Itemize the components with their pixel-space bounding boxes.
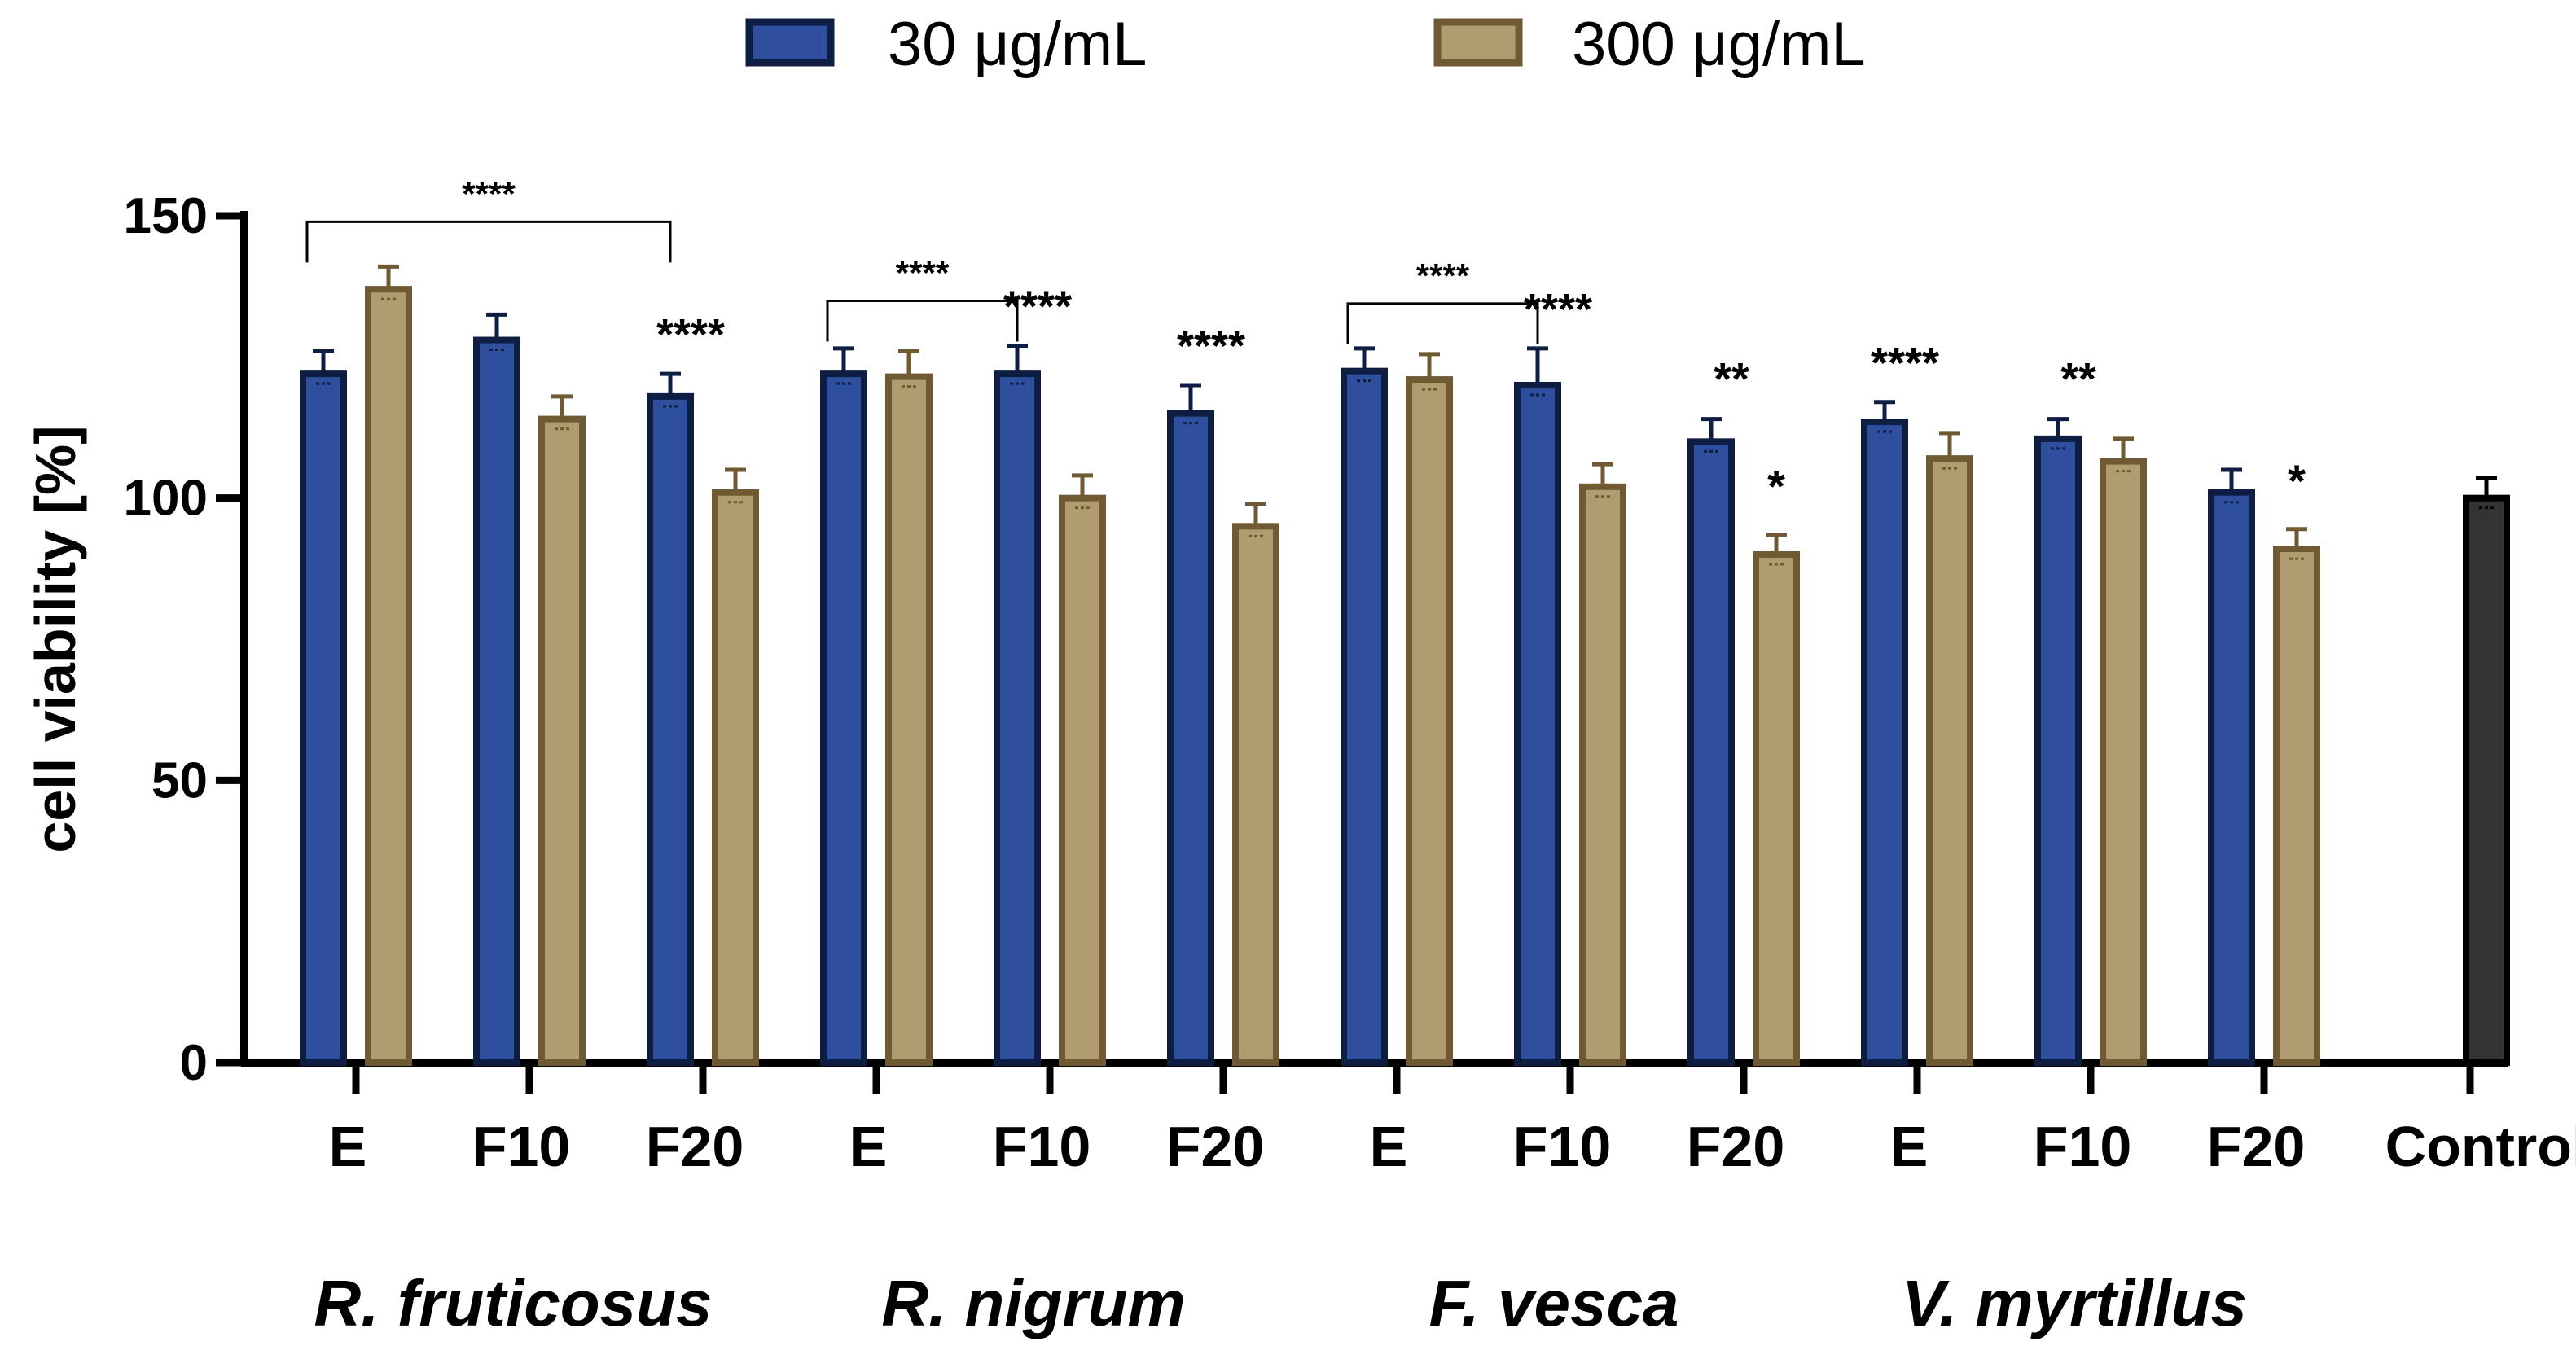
group-labels: R. fruticosus R. nigrum F. vesca V. myrtill… (314, 1267, 2247, 1339)
y-tick-label: 0 (180, 1035, 208, 1091)
bar-300 (365, 286, 412, 1066)
significance-label: * (1767, 461, 1785, 512)
significance-label: **** (1524, 285, 1592, 334)
significance-label: **** (1177, 322, 1245, 370)
bar-30 (300, 370, 347, 1066)
bar-300 (1926, 455, 1973, 1066)
group-label: V. myrtillus (1902, 1267, 2247, 1339)
x-tick-label: F20 (2207, 1115, 2306, 1178)
legend: 30 μg/mL 300 μg/mL (745, 10, 1866, 79)
bar-30 (2034, 435, 2082, 1066)
bracket-significance-label: **** (1416, 256, 1470, 295)
significance-label: **** (656, 310, 725, 359)
x-tick-label: F10 (2034, 1115, 2132, 1178)
bar-300 (1059, 494, 1106, 1066)
x-tick-label: F10 (993, 1115, 1091, 1178)
bar-30 (1861, 419, 1908, 1066)
y-tick-label: 100 (124, 471, 208, 527)
y-tick-label: 150 (124, 188, 208, 244)
group-label: R. nigrum (881, 1267, 1185, 1339)
legend-label-2: 300 μg/mL (1572, 10, 1866, 79)
x-tick-labels: E F10 F20 E F10 F20 E F10 F20 E F10 F20 Control (329, 1115, 2576, 1178)
comparison-bracket (305, 220, 672, 263)
significance-label: ** (2060, 353, 2096, 405)
bar-30 (820, 370, 867, 1066)
x-tick-label: E (1370, 1115, 1408, 1178)
x-tick-label: F10 (1513, 1115, 1612, 1178)
legend-label-1: 30 μg/mL (888, 10, 1147, 79)
y-tick-label: 50 (151, 752, 208, 809)
x-tick-label: Control (2385, 1115, 2576, 1178)
bar-300 (1232, 523, 1279, 1066)
significance-label: **** (1003, 282, 1072, 331)
bars (300, 264, 2510, 1067)
legend-swatch-2 (1433, 18, 1523, 67)
group-label: F. vesca (1429, 1267, 1679, 1339)
bar-30 (2208, 489, 2255, 1066)
x-tick-label: F10 (472, 1115, 571, 1178)
bar-30 (1687, 438, 1735, 1066)
significance-label: * (2288, 455, 2306, 506)
x-tick-label: E (1890, 1115, 1929, 1178)
bar-30 (647, 392, 694, 1067)
y-axis-label: cell viability [%] (24, 425, 87, 853)
bar-30 (473, 336, 520, 1066)
bar-30 (1341, 367, 1388, 1066)
x-tick-label: E (849, 1115, 888, 1178)
bar-300 (2273, 546, 2320, 1066)
x-tick-label: F20 (1687, 1115, 1785, 1178)
x-tick-label: F20 (1166, 1115, 1265, 1178)
bar-300 (885, 373, 933, 1067)
bar-30 (1167, 410, 1214, 1066)
bar-300 (2100, 458, 2147, 1066)
bracket-significance-label: **** (896, 253, 950, 292)
group-label: R. fruticosus (314, 1267, 713, 1339)
bar-control (2463, 494, 2510, 1066)
bracket-significance-label: **** (462, 174, 516, 213)
bar-300 (1406, 376, 1453, 1067)
significance-annotations: *********************** *********** **** (305, 174, 2306, 512)
x-tick-label: E (329, 1115, 367, 1178)
bar-30 (1514, 382, 1561, 1066)
bar-300 (1753, 551, 1800, 1066)
comparison-bracket (826, 299, 1019, 342)
significance-label: **** (1871, 339, 1939, 388)
comparison-bracket (1346, 302, 1539, 344)
legend-swatch-1 (745, 18, 835, 67)
bar-300 (1579, 483, 1626, 1066)
bar-300 (712, 489, 759, 1066)
significance-label: ** (1714, 353, 1749, 405)
x-tick-label: F20 (646, 1115, 744, 1178)
bar-30 (994, 370, 1041, 1066)
bar-300 (538, 415, 586, 1066)
